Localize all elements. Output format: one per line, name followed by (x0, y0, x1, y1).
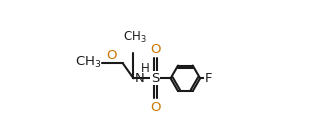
Text: H: H (141, 62, 149, 75)
Text: S: S (151, 72, 159, 85)
Text: O: O (150, 43, 160, 56)
Text: O: O (150, 101, 160, 114)
Text: N: N (135, 72, 144, 85)
Text: F: F (205, 72, 213, 85)
Text: CH$_3$: CH$_3$ (123, 30, 147, 45)
Text: O: O (106, 49, 117, 62)
Text: CH$_3$: CH$_3$ (75, 55, 101, 70)
